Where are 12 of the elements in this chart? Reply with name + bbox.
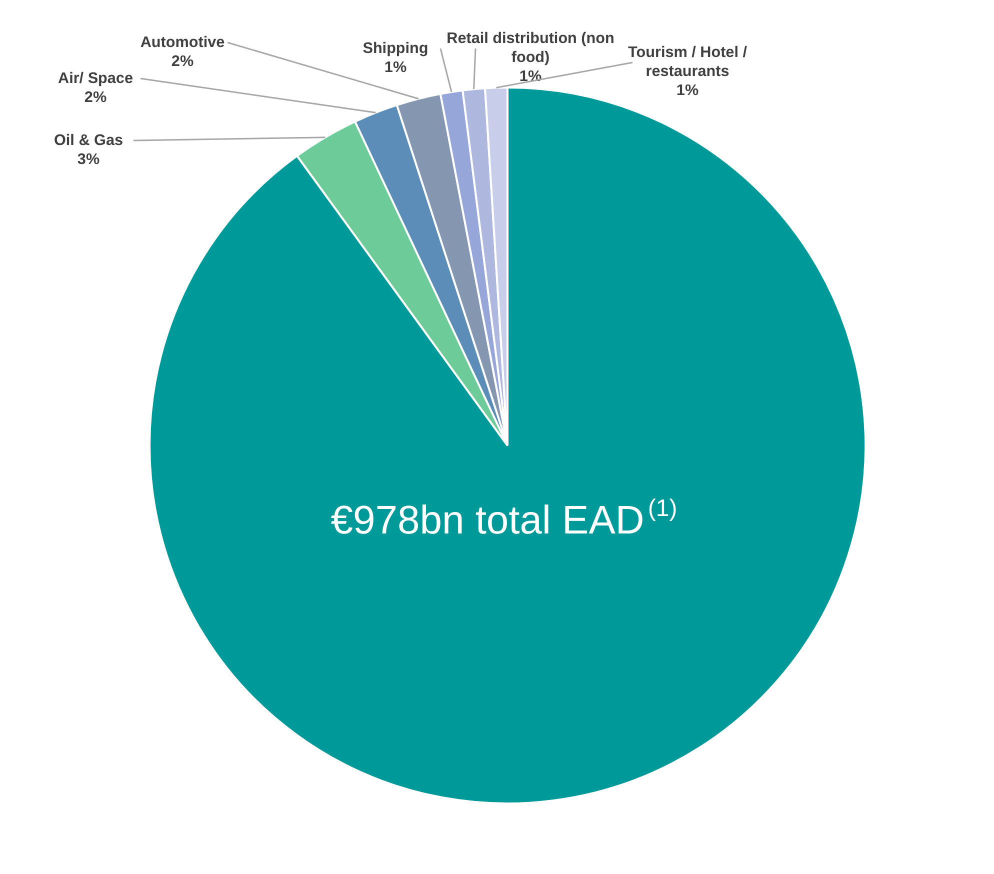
slice-label: Oil & Gas bbox=[54, 132, 123, 149]
data-label: 1% bbox=[384, 59, 407, 76]
slice-label: Tourism / Hotel / restaurants bbox=[628, 44, 748, 80]
data-label: 1% bbox=[519, 68, 542, 85]
slice-label: Retail distribution (non food) bbox=[446, 30, 614, 66]
slice-label: Shipping bbox=[362, 40, 428, 57]
slice-label: Automotive bbox=[140, 34, 225, 51]
data-label: 2% bbox=[171, 53, 194, 70]
data-label: 3% bbox=[77, 151, 100, 168]
data-label: 2% bbox=[84, 89, 107, 106]
data-label: 1% bbox=[676, 82, 699, 99]
slice-label: Air/ Space bbox=[58, 70, 133, 87]
